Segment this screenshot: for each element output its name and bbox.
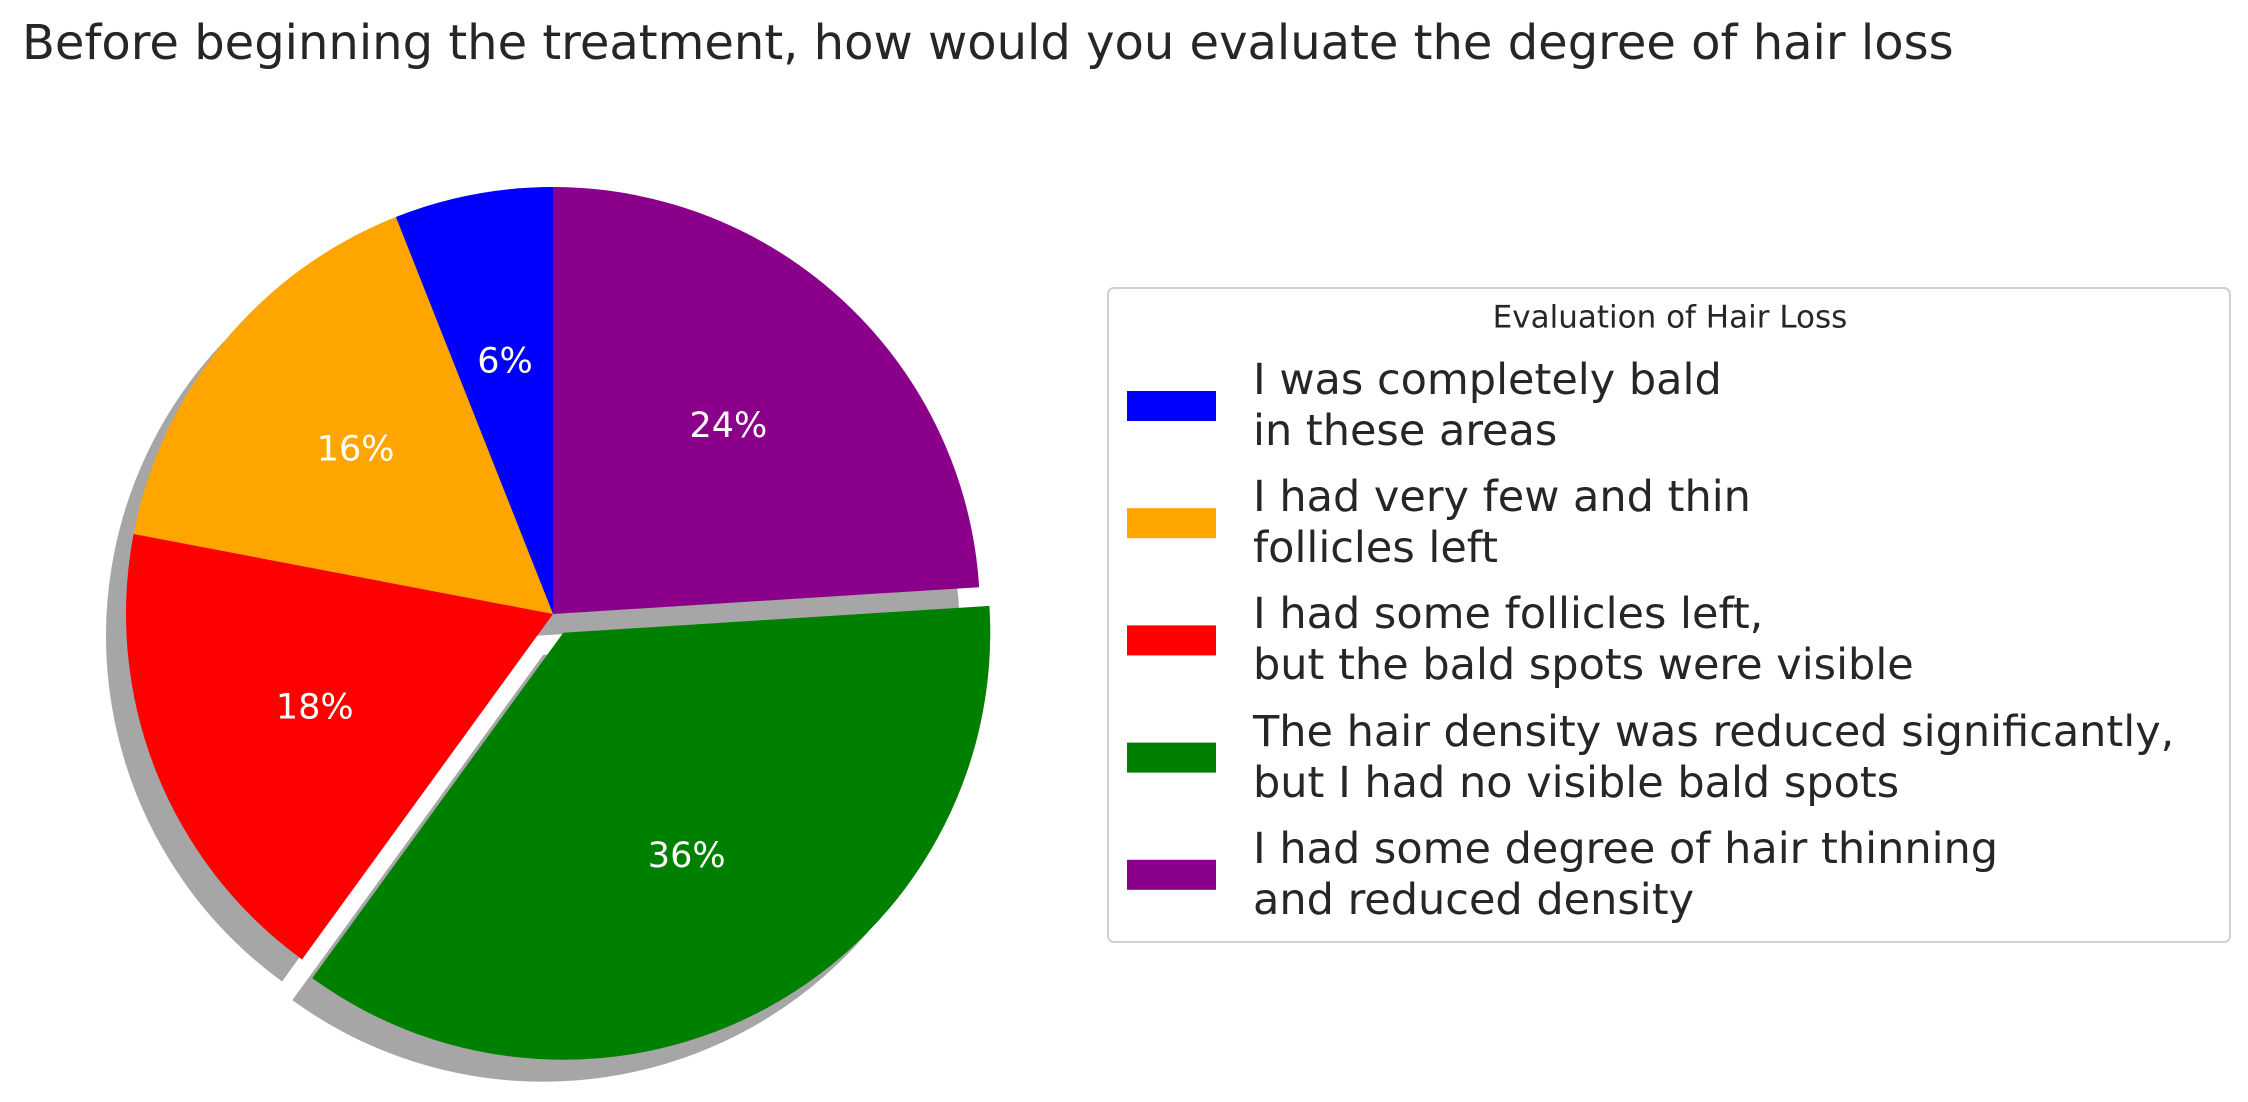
legend-title: Evaluation of Hair Loss bbox=[1493, 300, 1848, 336]
legend-box bbox=[1107, 287, 2231, 943]
wedge bbox=[125, 533, 553, 960]
wedge bbox=[395, 187, 553, 614]
pct-label: 6% bbox=[477, 341, 533, 381]
legend-swatch bbox=[1127, 625, 1216, 656]
wedge bbox=[553, 187, 980, 614]
chart-title: Before beginning the treatment, how woul… bbox=[22, 15, 1954, 71]
wedge bbox=[312, 605, 991, 1060]
pct-label: 18% bbox=[276, 687, 354, 727]
legend-label: I had some follicles left, but the bald … bbox=[1253, 589, 1914, 691]
pct-label: 24% bbox=[689, 406, 767, 446]
legend-swatch bbox=[1127, 859, 1216, 890]
legend-swatch bbox=[1127, 391, 1216, 421]
legend-label: The hair density was reduced significant… bbox=[1253, 706, 2175, 808]
legend-label: I had some degree of hair thinning and r… bbox=[1253, 823, 1999, 925]
pct-label: 16% bbox=[317, 430, 395, 470]
legend-label: I was completely bald in these areas bbox=[1253, 355, 1722, 456]
wedge bbox=[133, 216, 553, 614]
legend-swatch bbox=[1127, 508, 1216, 539]
pct-label: 36% bbox=[648, 836, 726, 876]
legend-swatch bbox=[1127, 742, 1216, 773]
legend-label: I had very few and thin follicles left bbox=[1253, 472, 1751, 574]
